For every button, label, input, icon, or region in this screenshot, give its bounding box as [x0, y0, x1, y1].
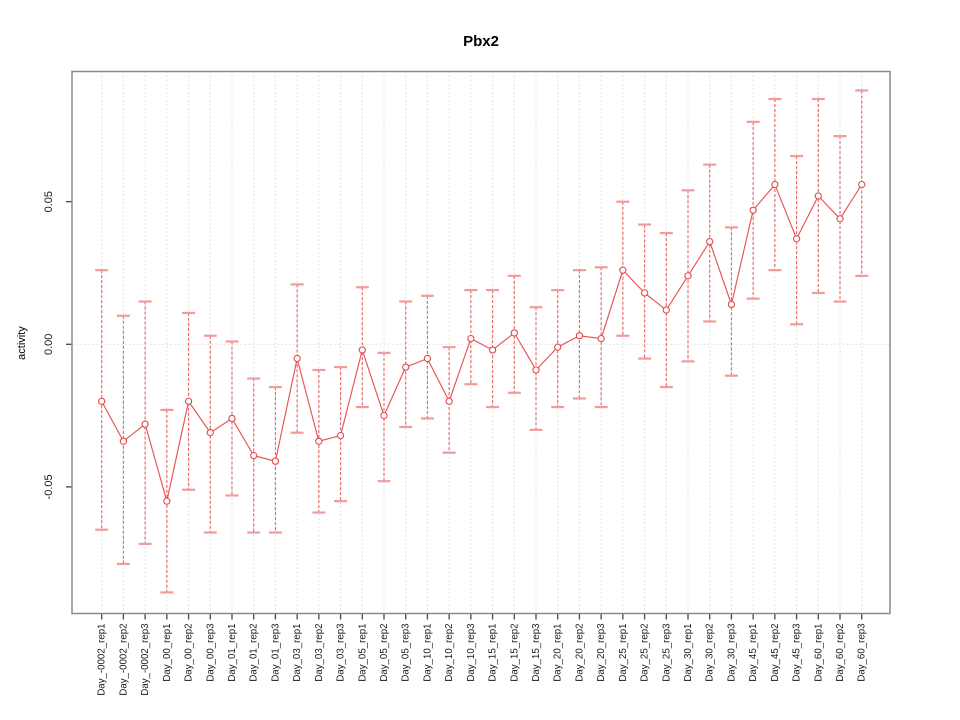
- x-tick-label: Day_60_rep3: [857, 624, 868, 682]
- x-tick-label: Day_25_rep1: [618, 624, 629, 682]
- data-point: [402, 363, 410, 371]
- data-point: [488, 346, 497, 354]
- x-tick-label: Day_03_rep2: [314, 624, 325, 682]
- data-point: [206, 429, 214, 437]
- x-tick-label: Day_-0002_rep1: [97, 624, 108, 696]
- data-point: [575, 332, 584, 340]
- data-point: [250, 451, 258, 460]
- data-point: [554, 343, 562, 351]
- x-tick-label: Day_05_rep1: [357, 624, 368, 682]
- x-tick-label: Day_60_rep1: [813, 624, 824, 682]
- data-point: [119, 437, 128, 445]
- x-tick-label: Day_15_rep3: [531, 624, 542, 682]
- data-point: [228, 414, 236, 423]
- x-tick-label: Day_01_rep2: [249, 624, 260, 682]
- data-point: [662, 306, 670, 314]
- data-point: [163, 497, 171, 505]
- x-tick-label: Day_20_rep3: [596, 624, 607, 682]
- y-tick-label: -0.05: [43, 474, 55, 499]
- x-tick-label: Day_25_rep2: [640, 624, 651, 682]
- x-tick-label: Day_30_rep1: [683, 624, 694, 682]
- data-point: [684, 272, 692, 280]
- y-tick-label: 0.05: [43, 191, 55, 212]
- x-tick-label: Day_15_rep2: [509, 624, 520, 682]
- x-tick-label: Day_-0002_rep2: [118, 624, 129, 696]
- data-point: [640, 289, 649, 297]
- data-point: [792, 235, 801, 243]
- x-tick-label: Day_45_rep2: [770, 624, 781, 682]
- x-tick-label: Day_60_rep2: [835, 624, 846, 682]
- data-point: [532, 366, 540, 374]
- x-tick-label: Day_00_rep2: [184, 624, 195, 682]
- data-point: [293, 354, 301, 363]
- data-point: [467, 334, 475, 343]
- x-tick-label: Day_-0002_rep3: [140, 624, 151, 696]
- data-point: [336, 431, 345, 440]
- data-point: [141, 420, 149, 428]
- data-point: [597, 334, 605, 343]
- x-tick-label: Day_15_rep1: [488, 624, 499, 682]
- x-tick-label: Day_20_rep2: [574, 624, 585, 682]
- x-tick-label: Day_01_rep1: [227, 624, 238, 682]
- data-point: [358, 346, 366, 354]
- x-tick-label: Day_20_rep1: [553, 624, 564, 682]
- data-point: [315, 437, 323, 445]
- x-tick-label: Day_05_rep3: [401, 624, 412, 682]
- x-tick-label: Day_30_rep2: [705, 624, 716, 682]
- x-tick-label: Day_25_rep3: [661, 624, 672, 682]
- data-point: [98, 397, 106, 405]
- x-tick-label: Day_30_rep3: [726, 624, 737, 682]
- data-point: [749, 206, 757, 214]
- data-point: [814, 192, 822, 200]
- x-tick-label: Day_00_rep1: [162, 624, 173, 682]
- x-tick-label: Day_45_rep3: [792, 624, 803, 682]
- data-point: [727, 300, 736, 309]
- x-tick-label: Day_01_rep3: [270, 624, 281, 682]
- x-tick-label: Day_03_rep3: [336, 624, 347, 682]
- x-tick-label: Day_03_rep1: [292, 624, 303, 682]
- x-tick-label: Day_10_rep3: [466, 624, 477, 682]
- x-tick-label: Day_45_rep1: [748, 624, 759, 682]
- data-point: [858, 180, 866, 189]
- data-point: [836, 215, 844, 223]
- data-point: [445, 397, 453, 405]
- y-tick-label: 0.00: [43, 334, 55, 355]
- x-tick-label: Day_05_rep2: [379, 624, 390, 682]
- data-point: [380, 411, 388, 420]
- data-point: [510, 329, 518, 337]
- series-connector-line: [101, 183, 863, 502]
- data-point: [771, 180, 779, 189]
- plot-frame: [71, 70, 891, 615]
- x-tick-label: Day_10_rep1: [422, 624, 433, 682]
- data-point: [423, 354, 432, 363]
- chart-title: Pbx2: [463, 33, 499, 50]
- data-point: [184, 397, 193, 405]
- data-point: [619, 266, 627, 274]
- x-tick-label: Day_10_rep2: [444, 624, 455, 682]
- data-point: [706, 237, 714, 246]
- x-tick-label: Day_00_rep3: [205, 624, 216, 682]
- data-point: [271, 457, 280, 465]
